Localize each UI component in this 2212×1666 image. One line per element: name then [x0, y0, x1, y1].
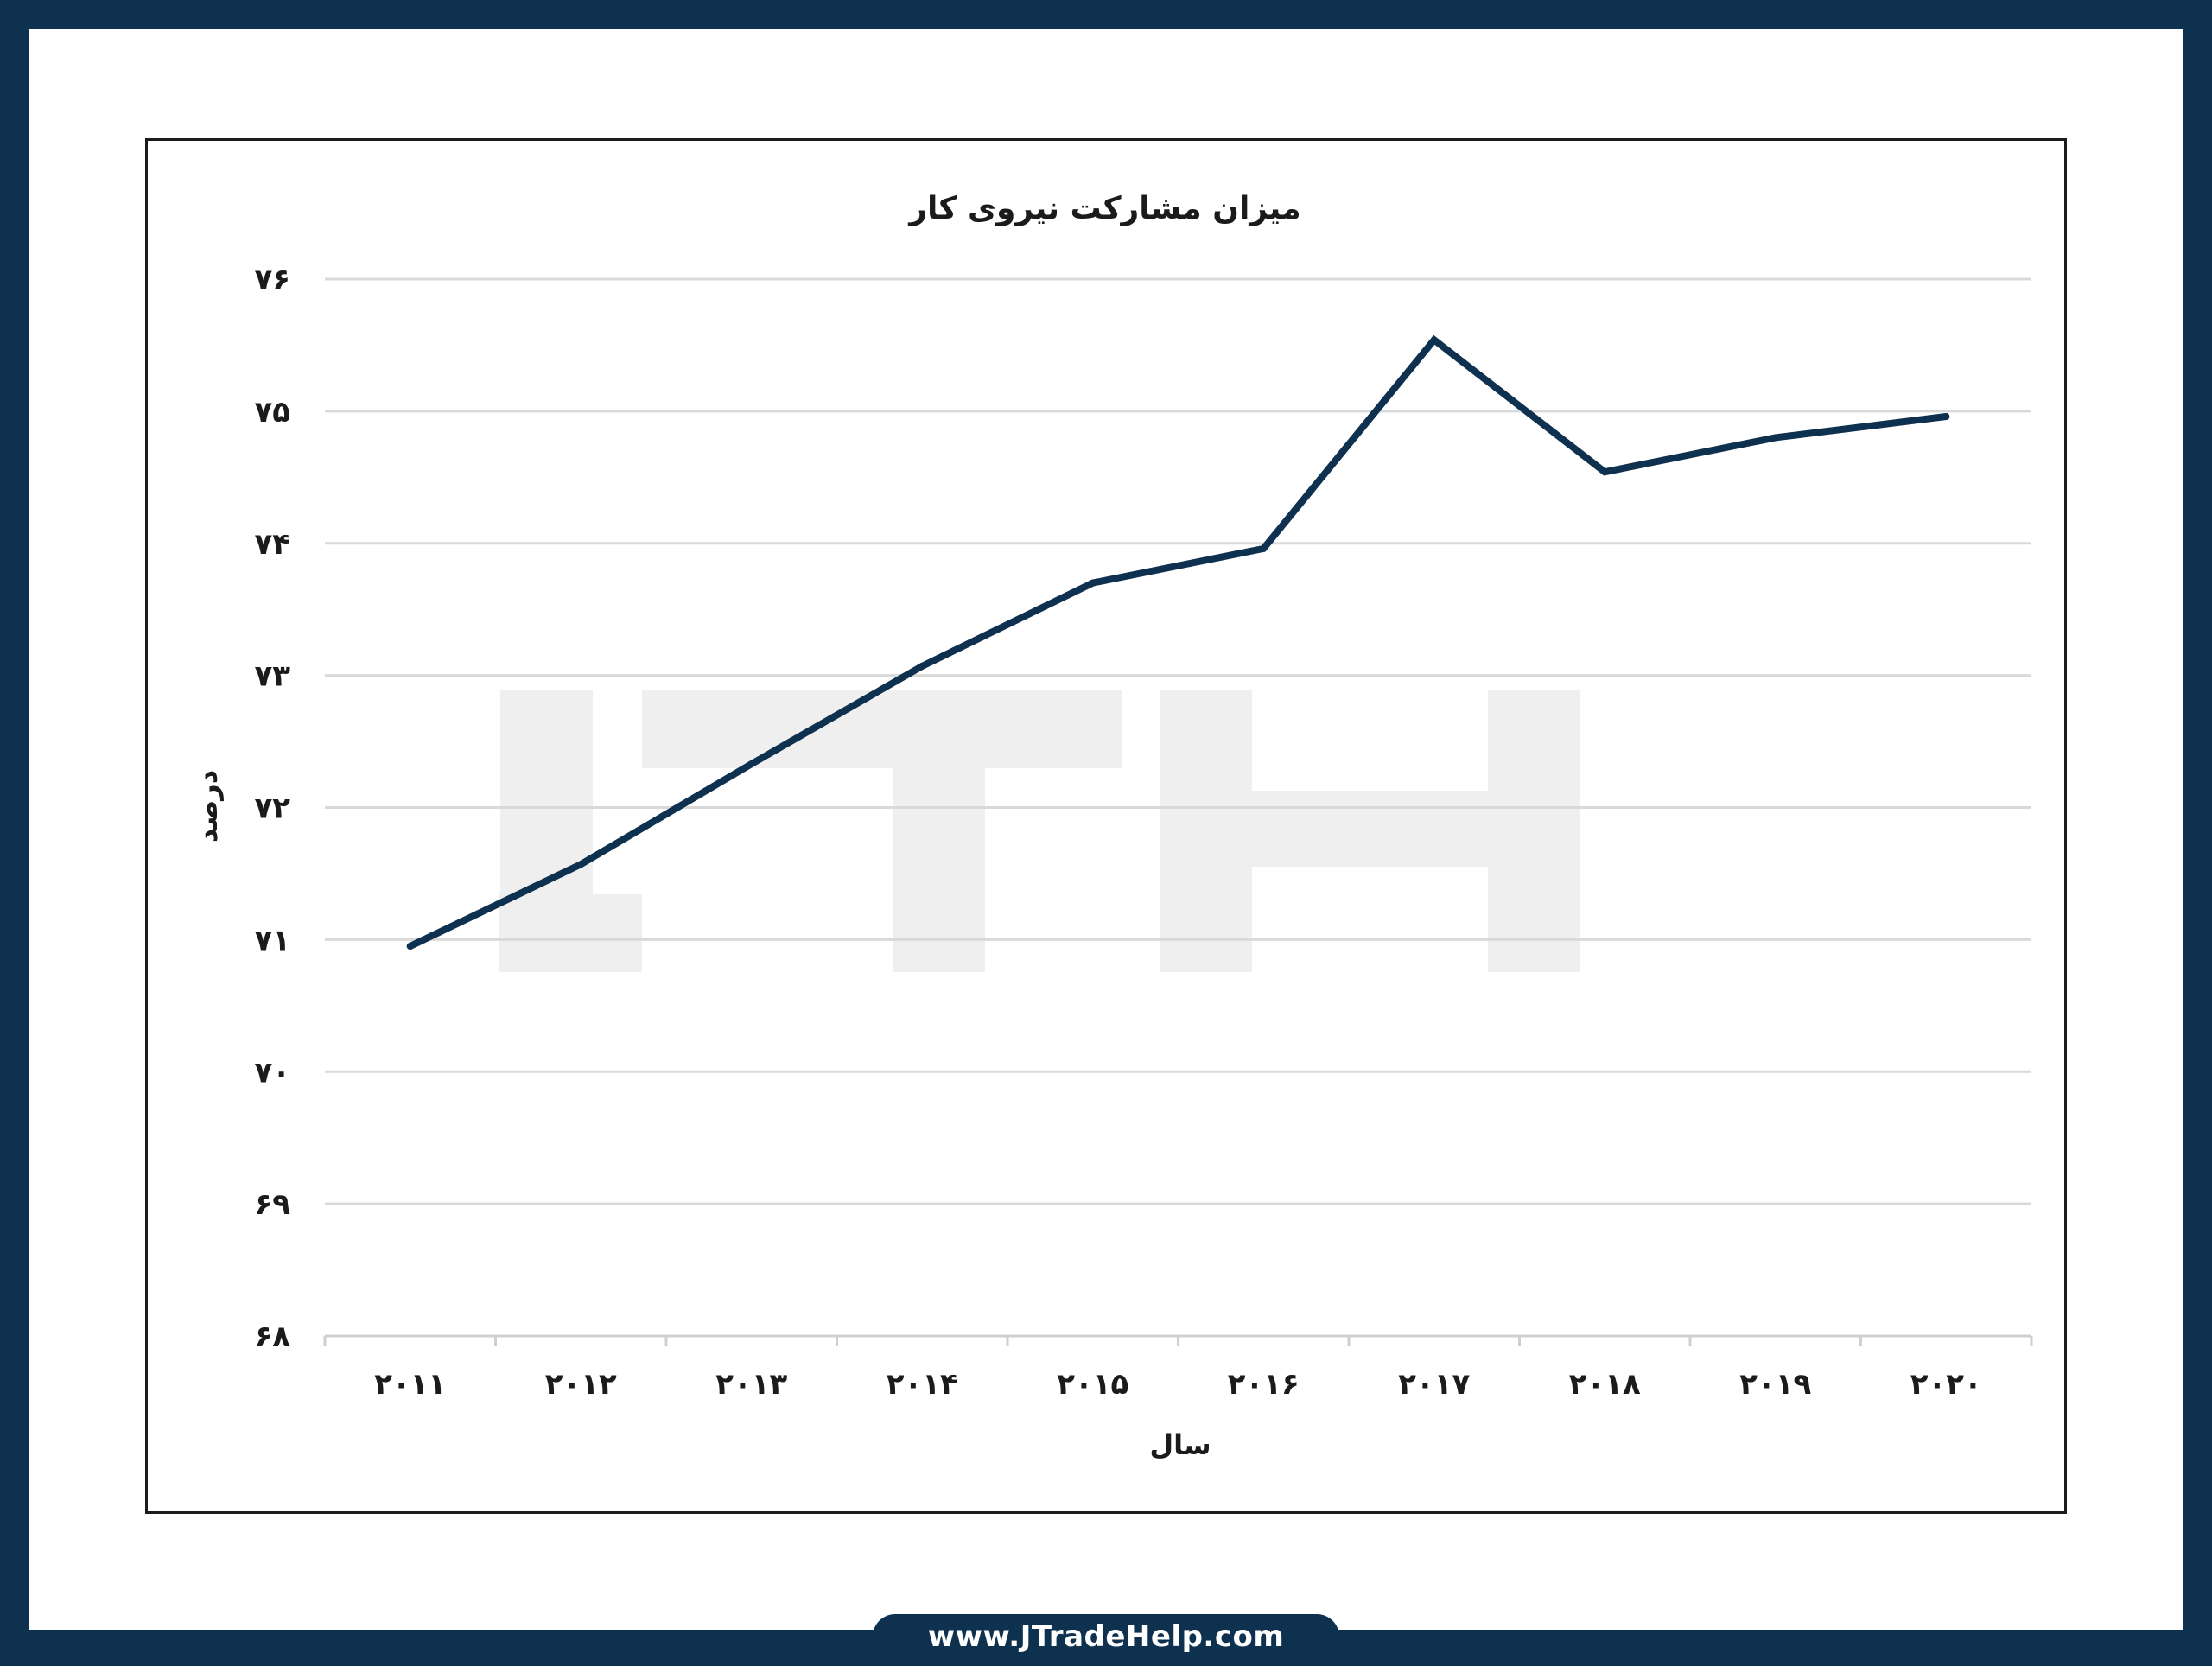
y-tick-label: ۶۸	[254, 1319, 290, 1354]
chart-x-tick-labels: ۲۰۱۱ ۲۰۱۲ ۲۰۱۳ ۲۰۱۴ ۲۰۱۵ ۲۰۱۶ ۲۰۱۷ ۲۰۱۸ ۲۰۱۹ ۲۰۲۰	[374, 1367, 1982, 1402]
watermark-block-2	[499, 894, 642, 972]
series-line	[406, 334, 1950, 951]
watermark-block-6	[1488, 690, 1580, 972]
x-tick-label: ۲۰۱۸	[1569, 1367, 1641, 1402]
x-tick-label: ۲۰۱۳	[715, 1367, 787, 1402]
x-axis-title: سال	[1149, 1428, 1211, 1461]
data-point	[577, 861, 585, 868]
x-tick-label: ۲۰۱۵	[1057, 1367, 1128, 1402]
data-point	[406, 943, 414, 951]
chart-title: میزان مشارکت نیروی کار	[907, 191, 1300, 226]
watermark-block-5	[1160, 690, 1252, 972]
footer-website-link[interactable]: www.JTradeHelp.com	[927, 1619, 1285, 1654]
y-tick-label: ۷۰	[254, 1055, 290, 1090]
data-point	[1942, 412, 1950, 420]
x-tick-label: ۲۰۱۷	[1398, 1367, 1470, 1402]
data-point	[1089, 579, 1096, 587]
footer-tab	[873, 1614, 1339, 1666]
x-tick-label: ۲۰۱۶	[1228, 1367, 1300, 1402]
x-tick-label: ۲۰۲۰	[1910, 1367, 1982, 1402]
data-point	[747, 760, 755, 768]
chart-y-tick-labels: ۶۸ ۶۹ ۷۰ ۷۱ ۷۲ ۷۳ ۷۴ ۷۵ ۷۶	[254, 263, 290, 1354]
y-tick-label: ۶۹	[254, 1187, 290, 1222]
y-tick-label: ۷۵	[254, 395, 290, 429]
data-point	[918, 662, 926, 670]
watermark-block-1	[642, 690, 747, 768]
watermark-block-7	[1252, 791, 1488, 867]
data-point	[1430, 336, 1438, 344]
chart-x-axis	[323, 1334, 2033, 1346]
x-tick-label: ۲۰۱۲	[545, 1367, 617, 1402]
x-tick-label: ۲۰۱۴	[887, 1367, 958, 1402]
watermark-logo	[499, 690, 1580, 972]
y-tick-label: ۷۲	[254, 792, 290, 826]
y-axis-title: درصد	[191, 770, 224, 843]
chart-series	[406, 334, 1950, 951]
y-tick-label: ۷۶	[254, 263, 290, 297]
y-tick-label: ۷۴	[254, 527, 290, 562]
watermark-block-4	[893, 690, 985, 972]
x-tick-label: ۲۰۱۱	[374, 1367, 446, 1402]
y-tick-label: ۷۳	[254, 659, 290, 694]
y-tick-label: ۷۱	[254, 923, 290, 957]
x-tick-label: ۲۰۱۹	[1739, 1367, 1811, 1402]
chart-container: ۶۸ ۶۹ ۷۰ ۷۱ ۷۲ ۷۳ ۷۴ ۷۵ ۷۶ ۲۰۱۱ ۲۰۱۲ ۲۰۱۳ ۲۰۱۴ ۲۰۱۵ ۲…	[145, 138, 2067, 1514]
data-point	[1601, 468, 1609, 476]
data-point	[1260, 544, 1268, 552]
data-point	[1771, 434, 1779, 442]
